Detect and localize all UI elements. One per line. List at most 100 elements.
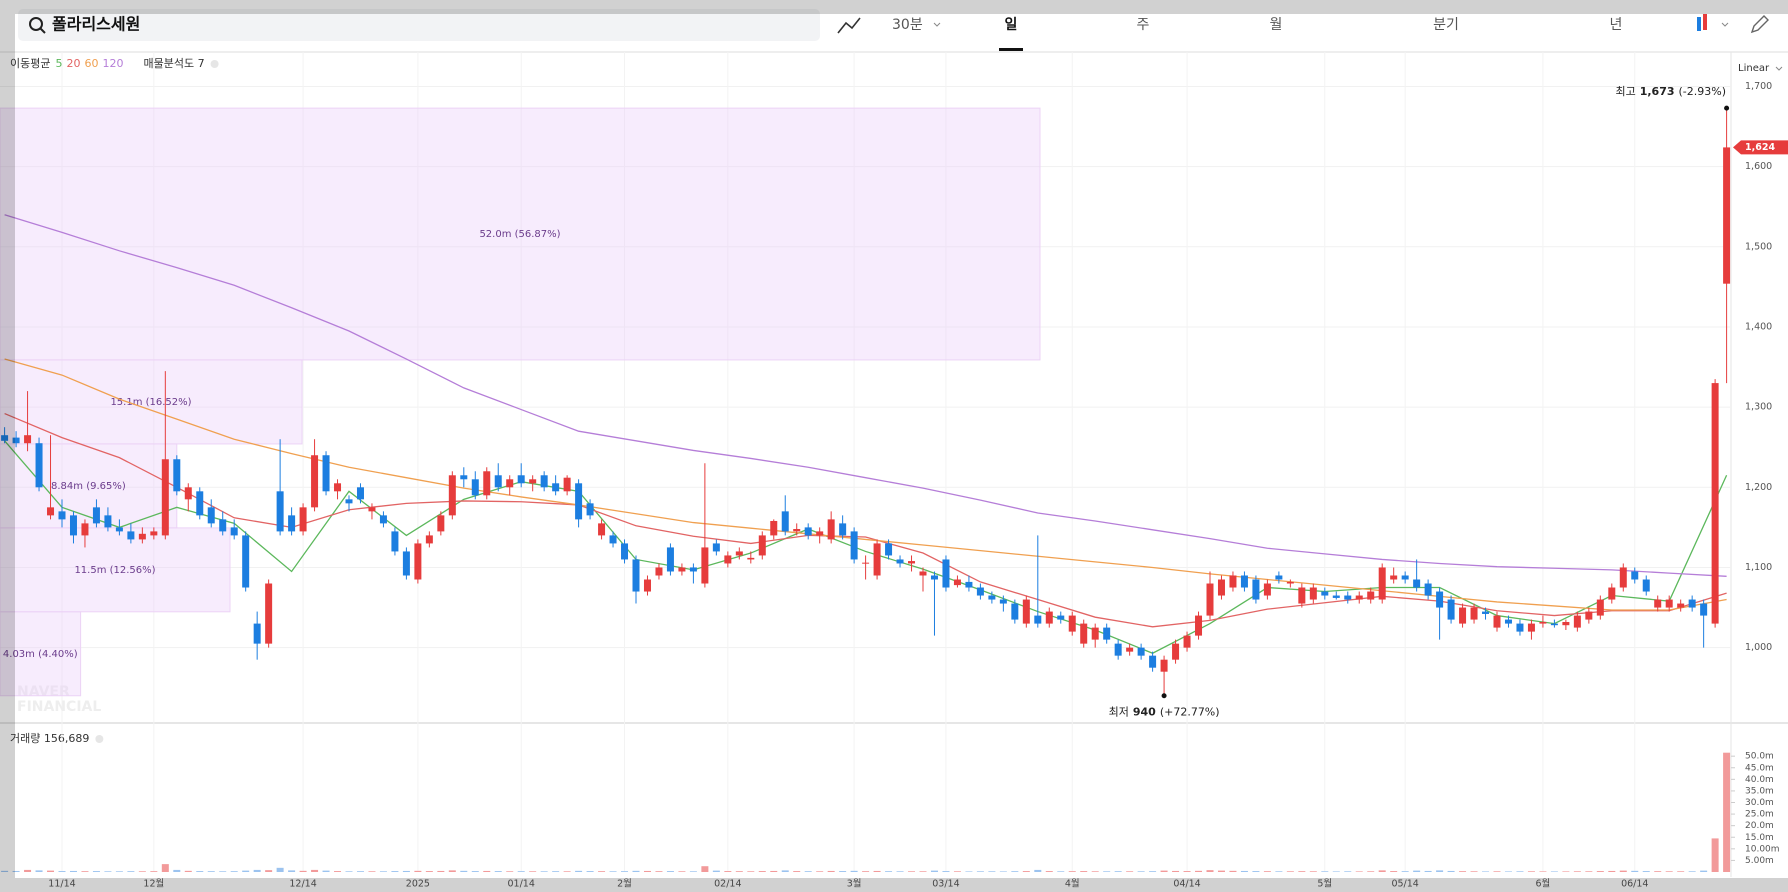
volume-bar — [1252, 871, 1260, 872]
candle-body — [334, 483, 342, 492]
candle-body — [850, 531, 858, 560]
candle-body — [345, 499, 353, 504]
candle-body — [632, 559, 640, 592]
candle-body — [1252, 579, 1260, 600]
volume-bar — [1413, 870, 1421, 872]
candle-body — [712, 543, 720, 552]
x-tick-label: 05/14 — [1391, 879, 1418, 890]
volume-tick-label: 30.0m — [1745, 798, 1774, 808]
chart-type-icon[interactable] — [1703, 14, 1707, 30]
candle-body — [724, 555, 732, 564]
volume-bar — [1286, 871, 1294, 872]
candle-body — [758, 535, 766, 556]
candle-body — [930, 575, 938, 580]
candle-body — [953, 579, 961, 586]
candle-body — [1665, 599, 1673, 608]
chevron — [1775, 66, 1783, 71]
volume-bar — [965, 871, 973, 872]
volume-bar — [988, 871, 996, 872]
search-icon — [29, 17, 43, 31]
tab[interactable]: 월 — [1270, 17, 1283, 33]
volume-bar — [1700, 870, 1708, 872]
volume-bar — [1126, 871, 1134, 872]
volume-bar — [1619, 870, 1627, 872]
candle-body — [196, 491, 204, 516]
candle-body — [598, 523, 606, 536]
candle-body — [1447, 599, 1455, 620]
volume-bar — [138, 871, 146, 872]
candle-body — [816, 531, 824, 536]
candle-body — [104, 515, 112, 528]
volume-bar — [1504, 871, 1512, 872]
candle-body — [1504, 619, 1512, 624]
candle-body — [138, 533, 146, 540]
legend-entry: 120 — [102, 57, 123, 70]
high-note-part: (-2.93%) — [1679, 85, 1727, 98]
candle-body — [92, 507, 100, 524]
volume-bar — [517, 871, 525, 872]
candle-body — [1160, 659, 1168, 672]
volume-bar — [47, 870, 55, 872]
volume-bar — [322, 870, 330, 872]
search-query[interactable]: 폴라리스세원 — [52, 15, 140, 34]
tab[interactable]: 주 — [1137, 17, 1150, 33]
volume-bar — [1436, 870, 1444, 872]
candle-body — [643, 579, 651, 592]
volume-tick-label: 35.0m — [1745, 786, 1774, 796]
candle-body — [299, 507, 307, 532]
candle-body — [1332, 595, 1340, 598]
candle-body — [1286, 581, 1294, 584]
candle-body — [1, 435, 9, 441]
draw-icon[interactable] — [837, 17, 861, 34]
volume-bar — [1298, 871, 1306, 872]
candle-body — [1045, 611, 1053, 624]
candle-body — [207, 507, 215, 524]
chart-type-icon[interactable] — [1697, 17, 1701, 31]
candle-body — [184, 487, 192, 500]
candle-body — [747, 557, 755, 560]
interval[interactable]: 30분 — [892, 17, 923, 33]
tab[interactable]: 분기 — [1433, 17, 1459, 33]
candle-body — [356, 487, 364, 500]
volume-bar — [1309, 871, 1317, 872]
volume-bar — [563, 871, 571, 872]
volume-bar — [1665, 871, 1673, 872]
candle-body — [999, 599, 1007, 604]
candle-body — [793, 528, 801, 532]
candle-body — [127, 531, 135, 540]
candle-body — [1677, 603, 1685, 608]
volume-bar — [1068, 871, 1076, 872]
profile-label[interactable]: 매물분석도 7 — [143, 57, 204, 70]
tab[interactable]: 년 — [1610, 17, 1623, 33]
legend-entry: 60 — [84, 57, 98, 70]
pencil-icon[interactable] — [1750, 15, 1769, 34]
volume-bar — [885, 871, 893, 872]
candle-body — [804, 527, 812, 536]
candle-body — [919, 571, 927, 576]
volume-bar — [150, 871, 158, 872]
volume-bar — [1355, 871, 1363, 872]
search-box[interactable] — [18, 9, 820, 41]
volume-bar — [816, 871, 824, 872]
candle-body — [425, 535, 433, 544]
volume-bar — [1562, 871, 1570, 872]
candle-body — [242, 535, 250, 588]
volume-bar — [1344, 871, 1352, 872]
x-tick-label: 04/14 — [1173, 879, 1200, 890]
volume-bar — [184, 870, 192, 872]
volume-bar — [1573, 871, 1581, 872]
volume-bar — [506, 871, 514, 872]
x-tick-label: 02/14 — [714, 879, 741, 890]
tab[interactable]: 일 — [1005, 17, 1018, 33]
volume-tick-label: 40.0m — [1745, 775, 1774, 785]
volume-bar — [689, 871, 697, 872]
volume-bar — [299, 870, 307, 872]
volume-bar — [1482, 871, 1490, 872]
volume-tick-label: 25.0m — [1745, 810, 1774, 820]
scale-label[interactable]: Linear — [1738, 63, 1770, 74]
volume-bar — [862, 871, 870, 872]
candle-body — [908, 561, 916, 564]
volume-bar — [334, 871, 342, 872]
